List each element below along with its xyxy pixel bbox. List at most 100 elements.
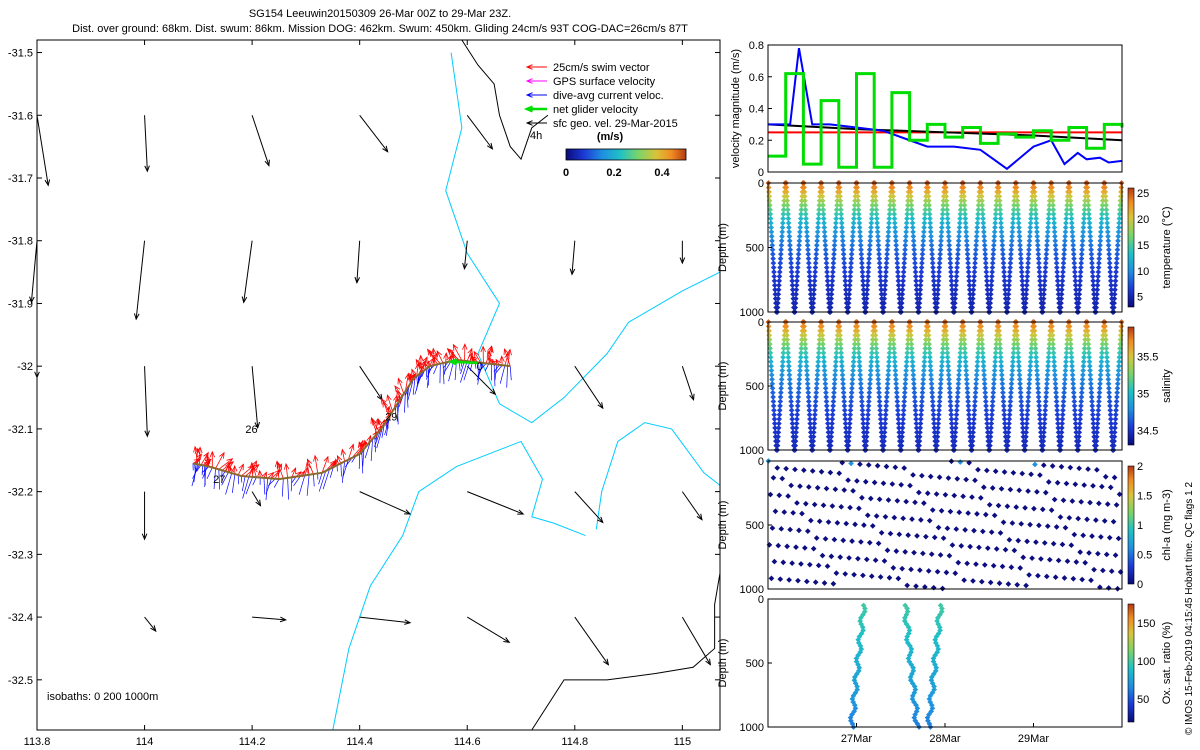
section-point <box>1076 295 1082 302</box>
section-point <box>1036 269 1043 275</box>
section-point <box>767 206 773 213</box>
section-point <box>1015 345 1021 352</box>
section-point <box>822 380 829 387</box>
section-point <box>1008 380 1015 387</box>
section-point <box>886 358 892 365</box>
swim-vector-head <box>432 352 438 360</box>
section-point <box>891 215 898 222</box>
section-point <box>896 429 903 436</box>
swim-vector <box>237 463 244 476</box>
section-point <box>1027 521 1033 528</box>
section-point <box>1098 358 1105 365</box>
section-point <box>788 403 795 409</box>
section-point <box>964 389 971 396</box>
section-point <box>958 197 964 204</box>
section-point <box>859 403 865 409</box>
swim-vector <box>466 347 473 362</box>
swim-vector-shaft <box>274 464 282 479</box>
section-point <box>893 389 900 396</box>
dac-vector <box>318 470 327 492</box>
section-point <box>846 425 853 431</box>
section-point <box>964 242 970 249</box>
swim-vector <box>436 350 444 364</box>
section-point <box>798 202 805 209</box>
swim-vector-shaft <box>221 461 234 471</box>
section-point <box>794 500 800 506</box>
section-point <box>1058 300 1064 306</box>
section-point <box>776 492 783 499</box>
section-point <box>891 206 897 213</box>
geo-vector-shaft <box>144 366 148 437</box>
section-point <box>877 273 884 280</box>
section-point <box>999 372 1005 378</box>
swim-vector-head <box>267 471 275 479</box>
section-point <box>952 295 958 302</box>
section-point <box>1114 255 1120 262</box>
section-point <box>875 385 882 392</box>
section-point <box>789 560 795 566</box>
section-point <box>999 233 1005 240</box>
section-point <box>1020 291 1026 298</box>
section-point <box>1096 246 1103 253</box>
section-point <box>775 542 782 549</box>
geo-vector-head <box>144 165 150 173</box>
swim-vector-shaft <box>200 452 209 466</box>
section-point <box>1026 372 1033 378</box>
swim-vector-shaft <box>237 464 244 476</box>
section-point <box>867 367 874 374</box>
section-point <box>1031 332 1038 339</box>
section-colorbar-label: temperature (°C) <box>1161 206 1173 288</box>
section-point <box>989 403 996 409</box>
section-point <box>981 376 988 383</box>
map-frame <box>36 39 721 731</box>
dac-vector <box>364 441 371 459</box>
dac-vector <box>477 362 482 385</box>
section-point <box>961 577 967 583</box>
section-point <box>1104 229 1111 235</box>
section-point <box>937 385 944 392</box>
section-point <box>1088 251 1095 258</box>
section-point <box>965 510 971 516</box>
section-point <box>1081 350 1088 356</box>
section-point <box>891 354 898 361</box>
section-point <box>1102 323 1108 330</box>
legend-swatch <box>525 64 547 70</box>
section-point <box>788 264 795 271</box>
section-point <box>812 269 818 275</box>
section-point <box>903 363 910 369</box>
section-point <box>810 300 817 306</box>
section-point <box>779 372 785 378</box>
section-point <box>984 278 990 284</box>
section-point <box>854 184 861 191</box>
section-point <box>964 255 971 262</box>
section-point <box>917 420 924 427</box>
section-point <box>854 327 861 334</box>
section-point <box>893 380 900 387</box>
section-point <box>979 345 986 352</box>
section-colorbar-label: chl-a (mg m-3) <box>1161 489 1173 561</box>
swim-vector-shaft <box>304 467 308 476</box>
section-point <box>951 300 958 306</box>
section-colorbar-tick: 1 <box>1137 520 1143 532</box>
section-point <box>947 251 953 258</box>
section-point <box>1081 341 1088 347</box>
section-point <box>966 420 973 427</box>
section-point <box>908 202 915 209</box>
section-point <box>895 416 902 422</box>
section-point <box>927 215 933 222</box>
swim-vector-shaft <box>202 459 212 466</box>
section-point <box>971 269 978 275</box>
section-point <box>1062 367 1069 374</box>
section-point <box>816 197 823 204</box>
section-point <box>1040 462 1047 469</box>
section-point <box>1046 211 1052 217</box>
section-point <box>943 336 950 343</box>
section-point <box>804 528 811 534</box>
section-point <box>1025 251 1032 258</box>
section-point <box>869 336 876 343</box>
section-point <box>936 403 943 409</box>
section-point <box>904 582 911 589</box>
section-point <box>957 215 963 222</box>
